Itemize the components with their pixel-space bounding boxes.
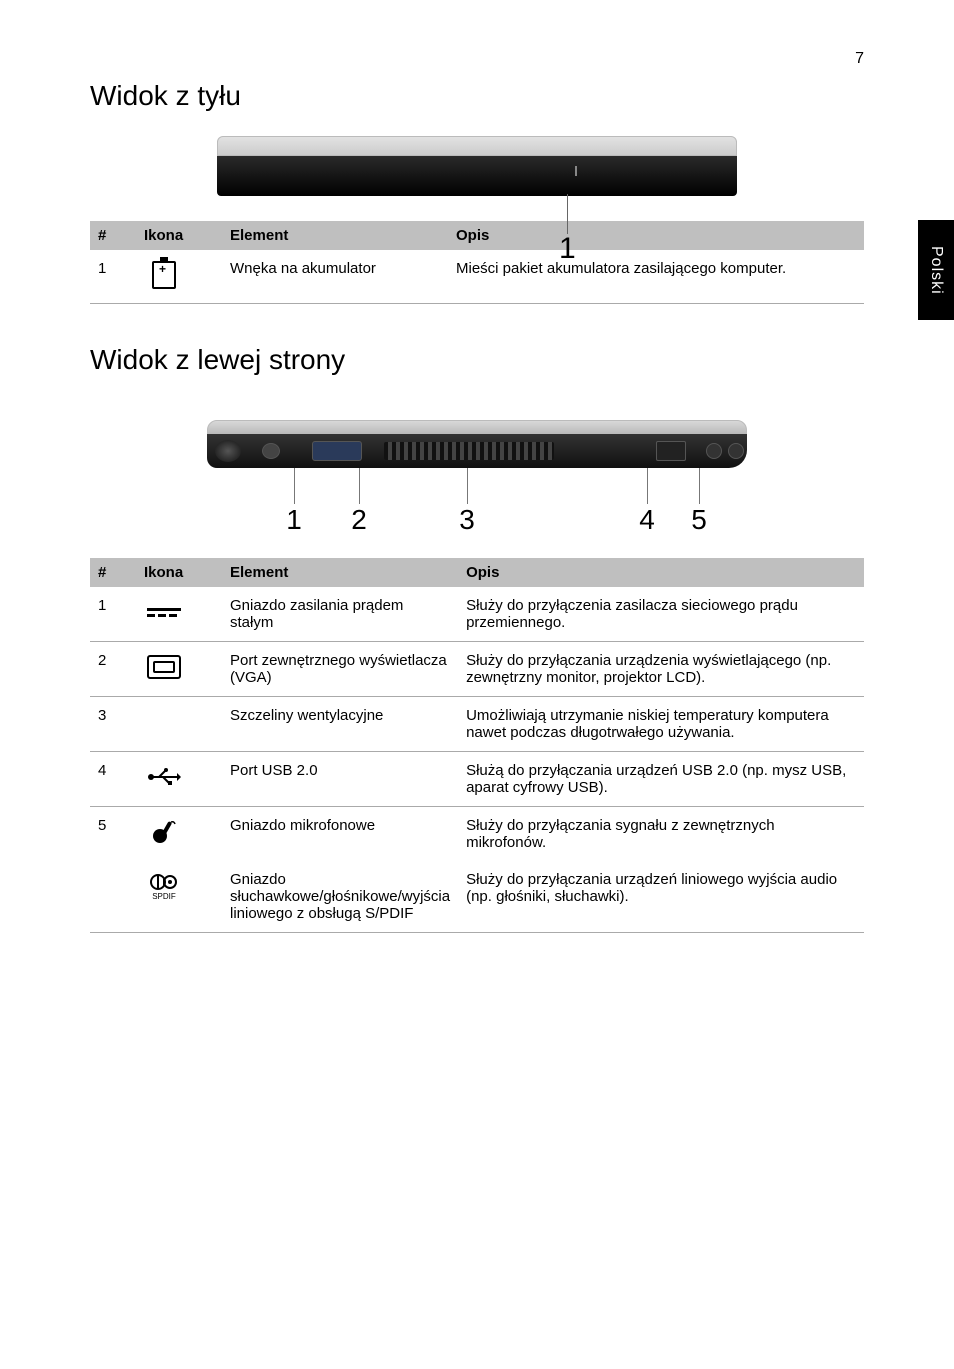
table-row: 1 Wnęka na akumulator Mieści pakiet akum…: [90, 250, 864, 304]
callout-label: 2: [351, 504, 367, 536]
cell-element: Gniazdo słuchawkowe/głośnikowe/wyjścia l…: [222, 861, 458, 933]
table-header-row: # Ikona Element Opis: [90, 558, 864, 587]
cell-element: Wnęka na akumulator: [222, 250, 448, 304]
laptop-side-illustration: [207, 420, 747, 468]
laptop-lid: [217, 136, 737, 156]
th-element: Element: [222, 558, 458, 587]
usb-icon: [144, 762, 184, 792]
th-desc: Opis: [448, 221, 864, 250]
cell-num: [90, 861, 136, 933]
cell-desc: Służy do przyłączania urządzenia wyświet…: [458, 642, 864, 697]
dc-icon: [144, 597, 184, 627]
callout-line: [294, 468, 295, 504]
vga-icon: [144, 652, 184, 682]
cell-element: Port USB 2.0: [222, 752, 458, 807]
language-tab-label: Polski: [927, 246, 945, 295]
cell-icon: [136, 642, 222, 697]
port-audio-2: [728, 443, 744, 459]
th-num: #: [90, 221, 136, 250]
cell-desc: Służą do przyłączania urządzeń USB 2.0 (…: [458, 752, 864, 807]
cell-num: 4: [90, 752, 136, 807]
port-usb: [656, 441, 686, 461]
port-gap: [560, 442, 650, 460]
cell-desc: Mieści pakiet akumulatora zasilającego k…: [448, 250, 864, 304]
table-row: 1 Gniazdo zasilania prądem stałymSłuży do…: [90, 587, 864, 642]
laptop-base: [217, 156, 737, 196]
callout-label: 3: [459, 504, 475, 536]
cell-desc: Służy do przyłączenia zasilacza sieciowe…: [458, 587, 864, 642]
callout-line: [699, 468, 700, 504]
left-view-figure: 1 2 3 4 5: [90, 400, 864, 538]
callout-line: [467, 468, 468, 504]
table-row: 2 Port zewnętrznego wyświetlacza (VGA)Słu…: [90, 642, 864, 697]
cell-element: Szczeliny wentylacyjne: [222, 697, 458, 752]
cell-element: Port zewnętrznego wyświetlacza (VGA): [222, 642, 458, 697]
left-view-title: Widok z lewej strony: [90, 344, 864, 376]
th-desc: Opis: [458, 558, 864, 587]
laptop-base-side: [207, 434, 747, 468]
cell-element: Gniazdo mikrofonowe: [222, 807, 458, 862]
cell-element: Gniazdo zasilania prądem stałym: [222, 587, 458, 642]
cell-icon: [136, 807, 222, 862]
page: 7 Polski Widok z tyłu 1 # Ikona Element …: [0, 0, 954, 993]
battery-icon: [144, 260, 184, 290]
port-dc: [262, 443, 280, 459]
callout-label: 1: [286, 504, 302, 536]
th-num: #: [90, 558, 136, 587]
callout-label: 4: [639, 504, 655, 536]
cell-num: 3: [90, 697, 136, 752]
table-row: 4 Port USB 2.0Służą do przyłączania urząd…: [90, 752, 864, 807]
cell-desc: Umożliwiają utrzymanie niskiej temperatu…: [458, 697, 864, 752]
cell-icon: [136, 587, 222, 642]
cell-desc: Służy do przyłączania urządzeń liniowego…: [458, 861, 864, 933]
port-audio-1: [706, 443, 722, 459]
th-icon: Ikona: [136, 221, 222, 250]
table-header-row: # Ikona Element Opis: [90, 221, 864, 250]
table-row: 5 Gniazdo mikrofonoweSłuży do przyłączani…: [90, 807, 864, 862]
table-row: 3 Szczeliny wentylacyjneUmożliwiają utrzy…: [90, 697, 864, 752]
rear-view-figure: 1: [90, 136, 864, 201]
callout-line: [647, 468, 648, 504]
callout-line: [359, 468, 360, 504]
port-vent: [384, 442, 554, 460]
callout-label: 5: [691, 504, 707, 536]
spdif-icon: SPDIF: [144, 871, 184, 901]
cell-num: 2: [90, 642, 136, 697]
language-tab: Polski: [918, 220, 954, 320]
side-callouts: 1 2 3 4 5: [207, 468, 747, 538]
laptop-lid-side: [207, 420, 747, 434]
page-number: 7: [855, 50, 864, 68]
cell-icon: [136, 697, 222, 752]
cell-icon: SPDIF: [136, 861, 222, 933]
rear-spec-table: # Ikona Element Opis 1 Wnęka na akumulat…: [90, 221, 864, 304]
cell-icon: [136, 250, 222, 304]
th-element: Element: [222, 221, 448, 250]
mic-icon: [144, 817, 184, 847]
callout-label-1: 1: [559, 232, 576, 266]
table-row: SPDIF Gniazdo słuchawkowe/głośnikowe/wyjś…: [90, 861, 864, 933]
th-icon: Ikona: [136, 558, 222, 587]
callout-line-1: [567, 194, 568, 234]
cell-desc: Służy do przyłączania sygnału z zewnętrz…: [458, 807, 864, 862]
left-spec-table: # Ikona Element Opis 1 Gniazdo zasilania …: [90, 558, 864, 933]
laptop-rear-illustration: 1: [217, 136, 737, 196]
cell-num: 1: [90, 250, 136, 304]
cell-num: 1: [90, 587, 136, 642]
port-vga: [312, 441, 362, 461]
cell-num: 5: [90, 807, 136, 862]
cell-icon: [136, 752, 222, 807]
rear-view-title: Widok z tyłu: [90, 80, 864, 112]
